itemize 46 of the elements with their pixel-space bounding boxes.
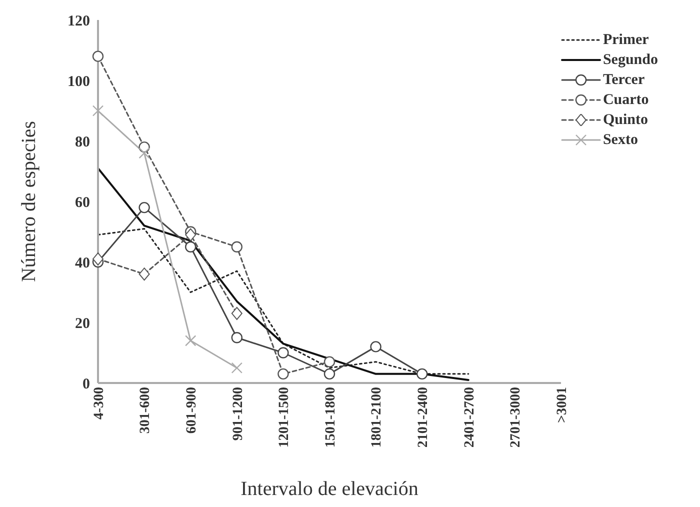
x-tick-label: 2101-2400 <box>416 387 432 448</box>
point <box>184 241 196 252</box>
legend-label: Tercer <box>602 72 645 88</box>
point <box>278 347 289 358</box>
x-tick-label: 4-300 <box>92 387 107 420</box>
point <box>138 148 150 159</box>
point <box>231 306 242 320</box>
x-tick-label: 2401-2700 <box>462 387 478 448</box>
point <box>324 356 336 368</box>
legend-label: Sexto <box>602 132 638 148</box>
x-tick-label: 901-1200 <box>230 387 246 441</box>
legend-label: Primer <box>602 32 649 48</box>
point <box>138 202 150 214</box>
y-tick-label: 0 <box>82 376 90 392</box>
point <box>416 368 428 380</box>
legend-label: Cuarto <box>602 92 649 108</box>
x-tick-label: 1201-1500 <box>277 387 292 448</box>
legend-label: Segundo <box>602 52 658 68</box>
x-tick-label: 1801-2100 <box>370 387 385 448</box>
x-tick-label: 601-900 <box>184 387 200 434</box>
point <box>278 368 289 380</box>
x-tick-label: 301-600 <box>138 387 154 434</box>
line-series <box>97 167 470 381</box>
point <box>231 362 242 374</box>
y-axis-title: Número de especies <box>18 120 40 282</box>
y-tick-label: 60 <box>75 194 90 211</box>
x-axis-title: Intervalo de elevación <box>240 478 418 500</box>
x-tick-label: 1501-1800 <box>323 387 338 448</box>
point <box>92 50 104 62</box>
x-tick-label: 2701-3000 <box>508 387 524 448</box>
y-tick-label: 80 <box>75 134 90 150</box>
point <box>185 228 196 242</box>
legend-label: Quinto <box>602 112 648 128</box>
point <box>324 368 336 380</box>
point <box>370 341 382 352</box>
y-tick-label: 120 <box>68 13 90 30</box>
y-tick-label: 20 <box>75 316 90 332</box>
y-tick-label: 100 <box>68 74 90 90</box>
y-tick-label: 40 <box>75 255 90 272</box>
point <box>231 241 242 252</box>
point <box>92 105 104 116</box>
point <box>138 268 150 281</box>
point <box>231 332 242 344</box>
x-tick-label: >3001 <box>554 387 570 423</box>
point <box>184 335 196 346</box>
point <box>92 252 104 266</box>
